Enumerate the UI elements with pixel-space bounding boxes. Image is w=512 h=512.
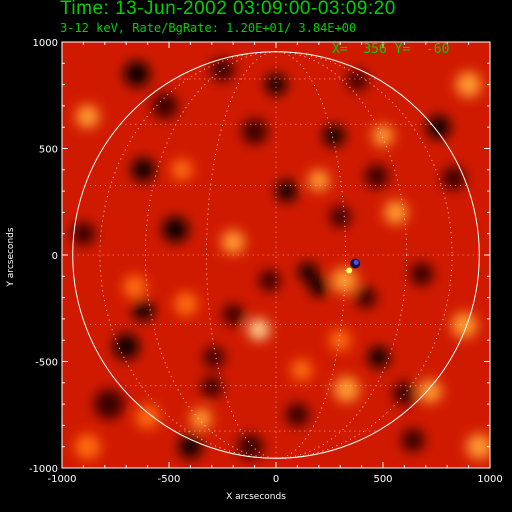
- chart-title: Time: 13-Jun-2002 03:09:00-03:09:20: [60, 0, 396, 19]
- heatmap-blob-6: [162, 216, 189, 243]
- heatmap-blob-0: [75, 104, 100, 129]
- heatmap-blob-24: [290, 359, 313, 381]
- heatmap-blob-39: [392, 381, 417, 406]
- heatmap-blob-42: [426, 115, 451, 139]
- heatmap-blob-26: [308, 169, 330, 192]
- y-tick-label-4: 1000: [33, 38, 58, 49]
- y-tick-label-0: -1000: [29, 464, 58, 475]
- heatmap-blobs: [71, 57, 490, 460]
- heatmap-blob-7: [174, 292, 198, 316]
- heatmap-blob-34: [355, 286, 377, 309]
- heatmap-blob-40: [409, 262, 434, 286]
- heatmap-blob-25: [298, 262, 318, 282]
- flare-source: [346, 258, 361, 274]
- heatmap-blob-51: [401, 428, 425, 453]
- heatmap-blob-27: [309, 277, 329, 297]
- heatmap-blob-16: [221, 230, 245, 254]
- heatmap-blob-8: [178, 434, 203, 459]
- x-tick-label-3: 500: [373, 474, 392, 485]
- heatmap-blob-17: [222, 303, 244, 326]
- heatmap-blob-14: [203, 346, 225, 368]
- heatmap-blob-30: [329, 329, 351, 351]
- heatmap-blob-33: [346, 69, 369, 92]
- heatmap-blob-22: [276, 180, 298, 202]
- heatmap-blob-3: [131, 158, 156, 182]
- heatmap-blob-37: [372, 125, 394, 147]
- heatmap-blob-21: [265, 73, 287, 96]
- heatmap-blob-32: [333, 376, 360, 403]
- chart-subtitle: 3-12 keV, Rate/BgRate: 1.20E+01/ 3.84E+0…: [60, 21, 357, 35]
- heatmap-blob-49: [71, 221, 96, 246]
- heatmap-blob-18: [241, 118, 268, 145]
- heatmap-blob-29: [329, 205, 351, 228]
- source-bright: [346, 267, 353, 274]
- heatmap-blob-28: [323, 125, 345, 147]
- heatmap-blob-45: [455, 71, 482, 98]
- heatmap-blob-48: [237, 433, 264, 460]
- y-tick-label-2: 0: [52, 251, 58, 262]
- source-peak: [353, 260, 359, 266]
- heatmap-blob-15: [210, 57, 235, 82]
- heatmap-blob-12: [171, 159, 193, 181]
- heatmap-blob-4: [122, 275, 147, 299]
- x-tick-label-0: -1000: [47, 474, 76, 485]
- heatmap-blob-19: [248, 318, 270, 341]
- heatmap-background: [62, 42, 490, 468]
- heatmap-blob-35: [364, 164, 389, 188]
- heatmap-blob-47: [466, 433, 490, 460]
- heatmap-blob-9: [124, 61, 150, 87]
- heatmap-blob-1: [94, 389, 125, 420]
- heatmap-blob-2: [113, 333, 140, 360]
- x-tick-label-1: -500: [158, 474, 181, 485]
- axis-ticks: -1000 -500 0 500 1000 -1000 -500 0 500 1000: [29, 38, 503, 485]
- heatmap-blob-50: [201, 376, 223, 398]
- heatmap-blob-23: [285, 402, 310, 427]
- heatmap-blob-43: [441, 166, 466, 191]
- heatmap-blob-44: [451, 312, 478, 339]
- y-tick-label-3: 500: [39, 145, 58, 156]
- cursor-coordinates: X= 356 Y= -60: [332, 42, 450, 57]
- y-axis-label-wrap: Y arcseconds: [2, 200, 16, 320]
- heatmap-blob-20: [258, 269, 281, 292]
- heatmap-blob-31: [331, 267, 358, 294]
- heatmap-blob-41: [418, 379, 442, 404]
- heatmap-blob-13: [190, 408, 212, 430]
- heatmap-blob-38: [384, 200, 408, 225]
- x-tick-label-2: 0: [273, 474, 279, 485]
- x-axis-label: X arcseconds: [226, 492, 286, 502]
- heatmap-blob-10: [132, 299, 155, 322]
- heatmap-blob-11: [135, 405, 160, 429]
- y-tick-label-1: -500: [35, 358, 58, 369]
- y-axis-label: Y arcseconds: [6, 227, 16, 287]
- longitude-line-6: [99, 51, 453, 459]
- heatmap-blob-5: [151, 93, 178, 119]
- heatmap-blob-36: [368, 346, 390, 368]
- solar-limb: [72, 51, 480, 459]
- x-tick-label-4: 1000: [477, 474, 502, 485]
- heatmap-blob-46: [74, 433, 101, 460]
